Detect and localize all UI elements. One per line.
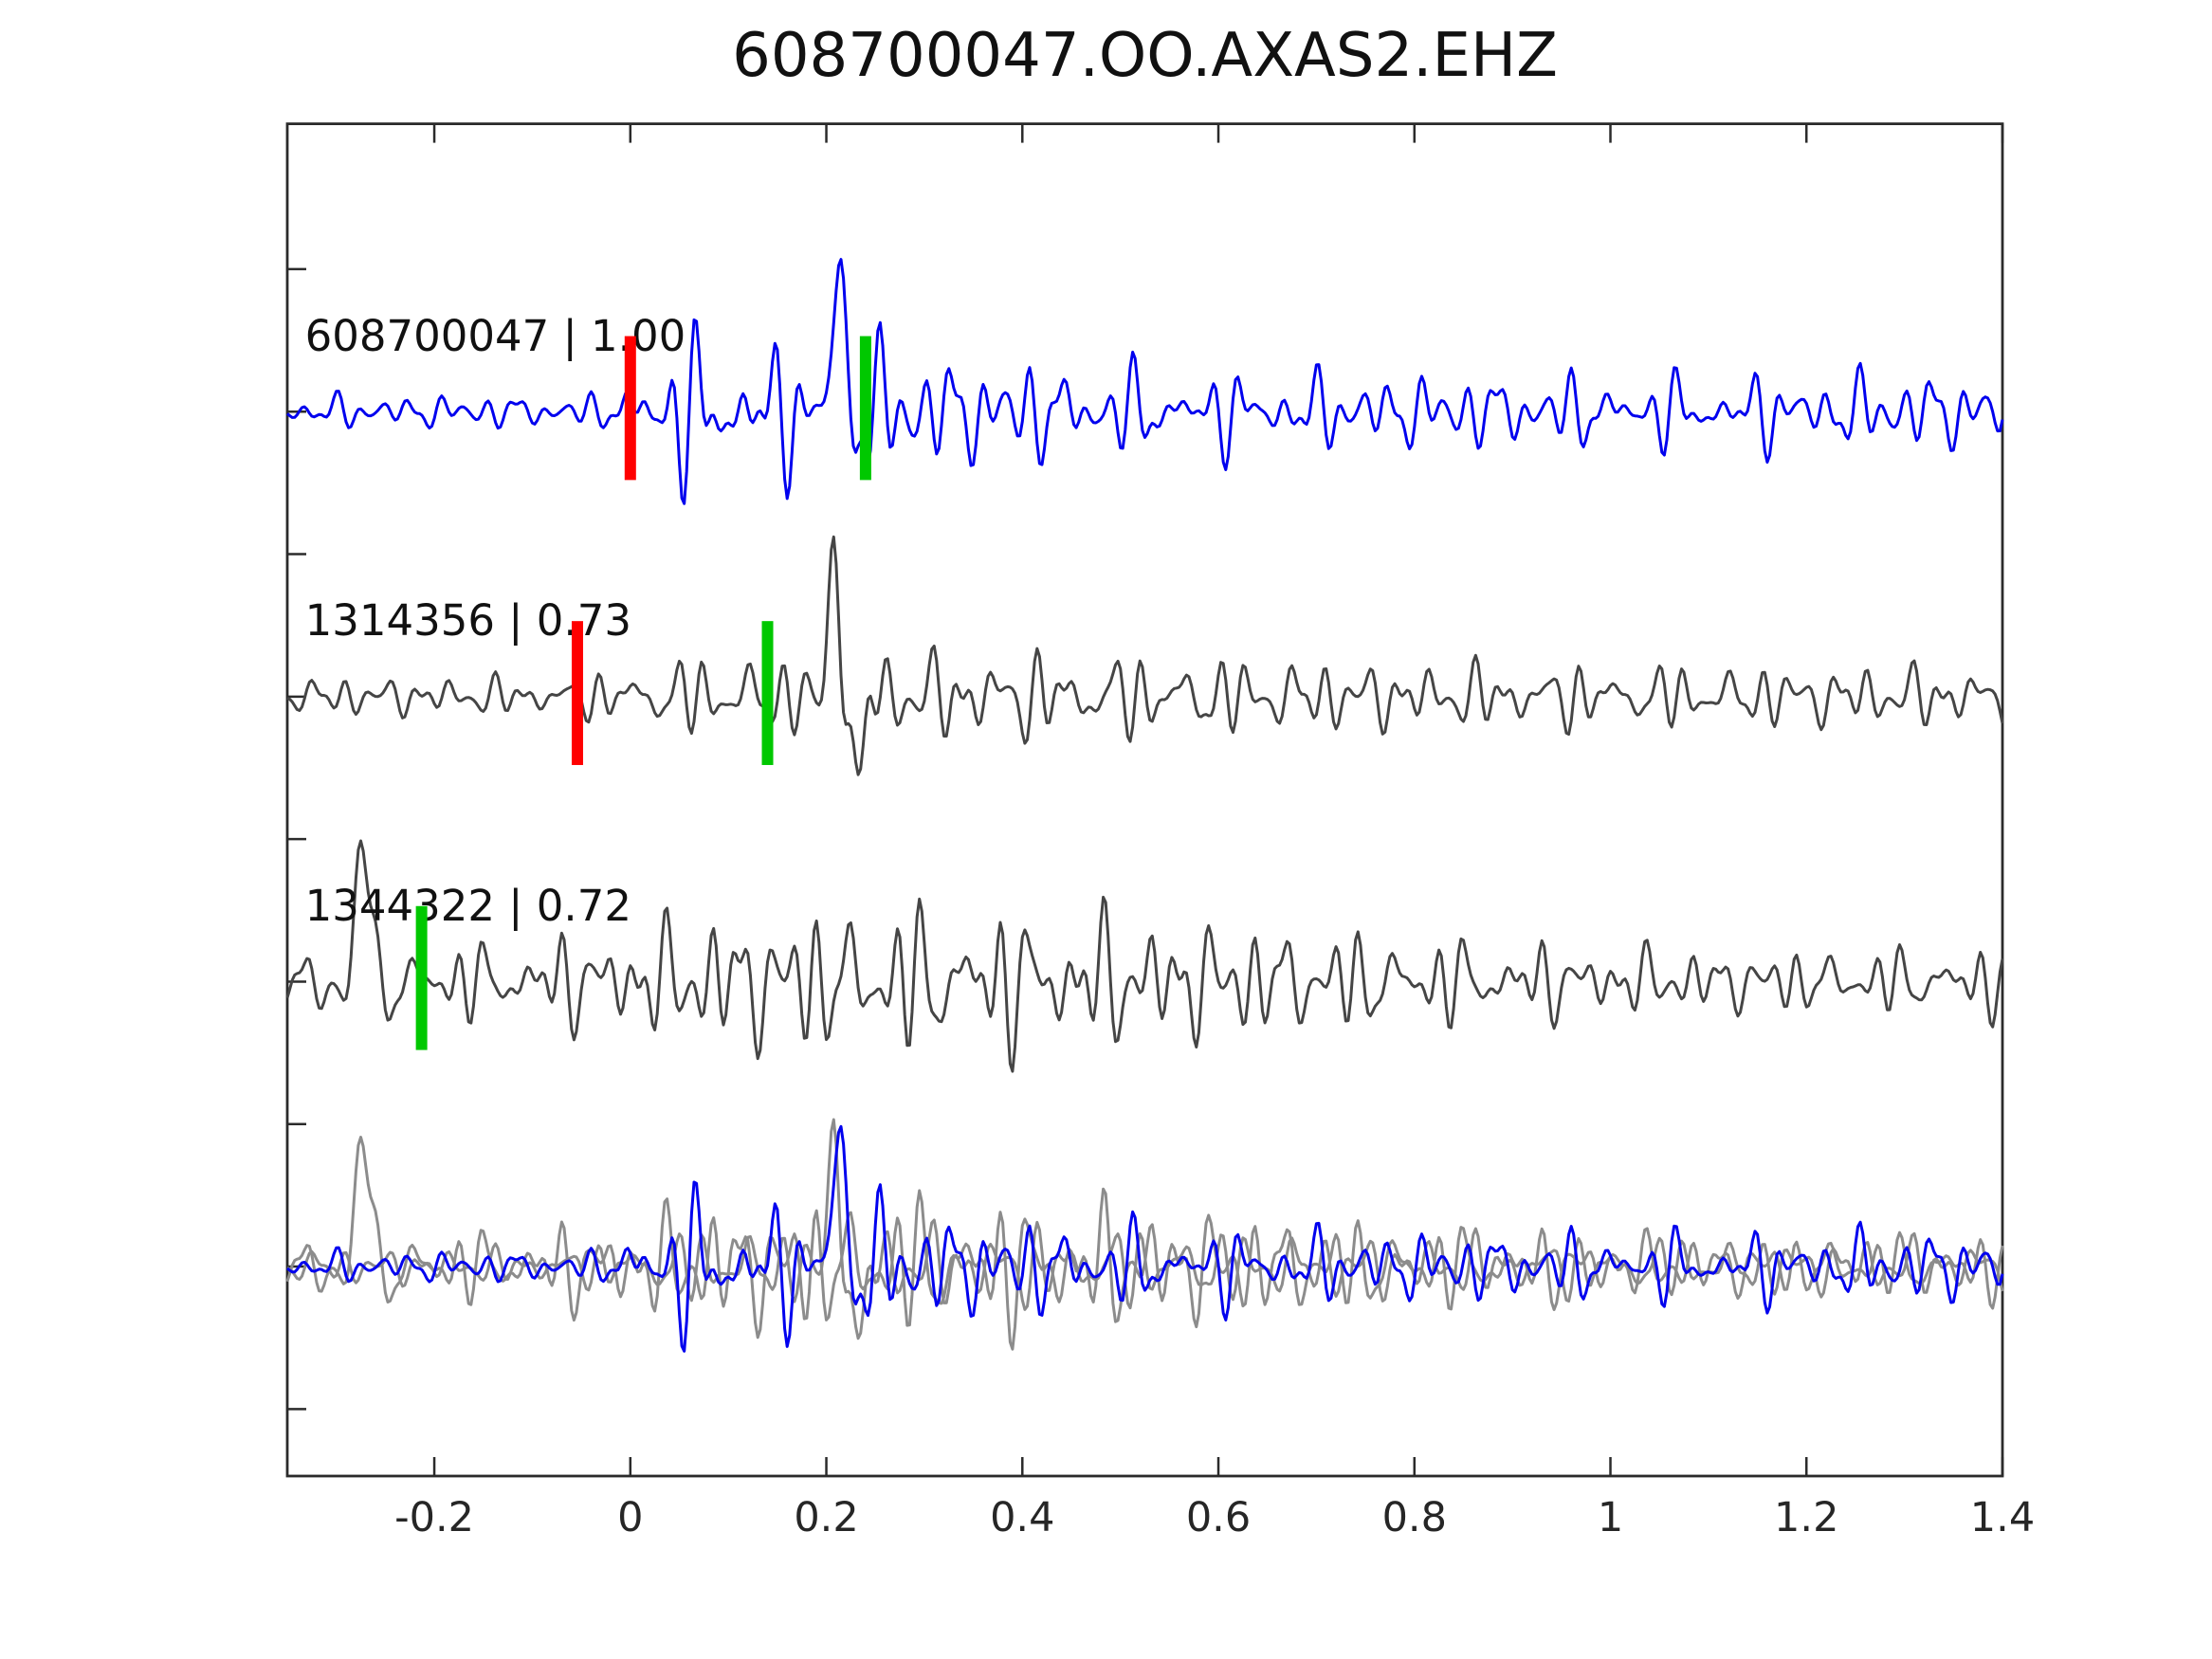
x-tick-label: 1.4 [1969,1494,2036,1541]
x-tick-label: 0.6 [1185,1494,1252,1541]
x-tick-label: 0.8 [1381,1494,1447,1541]
x-tick-label: 0.2 [794,1494,859,1541]
x-tick-label: 1 [1597,1494,1624,1541]
pick-green-marker [415,905,428,1050]
pick-green-marker [761,621,774,765]
figure-title: 608700047.OO.AXAS2.EHZ [732,21,1558,91]
trace-label-608700047: 608700047 | 1.00 [304,310,686,361]
waveform-polyline-608700047 [286,258,2004,505]
x-tick-label: 0.4 [990,1494,1055,1541]
overlay-waveform-608700047 [286,1124,2004,1353]
x-tick-label: -0.2 [394,1494,474,1541]
waveform-polyline-1344322 [285,839,2004,1073]
pick-red-marker [624,336,636,481]
plot-border [285,122,2004,1478]
trace-label-1344322: 1344322 | 0.72 [304,880,631,931]
x-tick-label: 1.2 [1774,1494,1839,1541]
x-tick-label: 0 [617,1494,644,1541]
pick-green-marker [859,336,871,481]
overlay-waveform-1344322 [285,1136,2004,1351]
pick-red-marker [571,621,583,765]
